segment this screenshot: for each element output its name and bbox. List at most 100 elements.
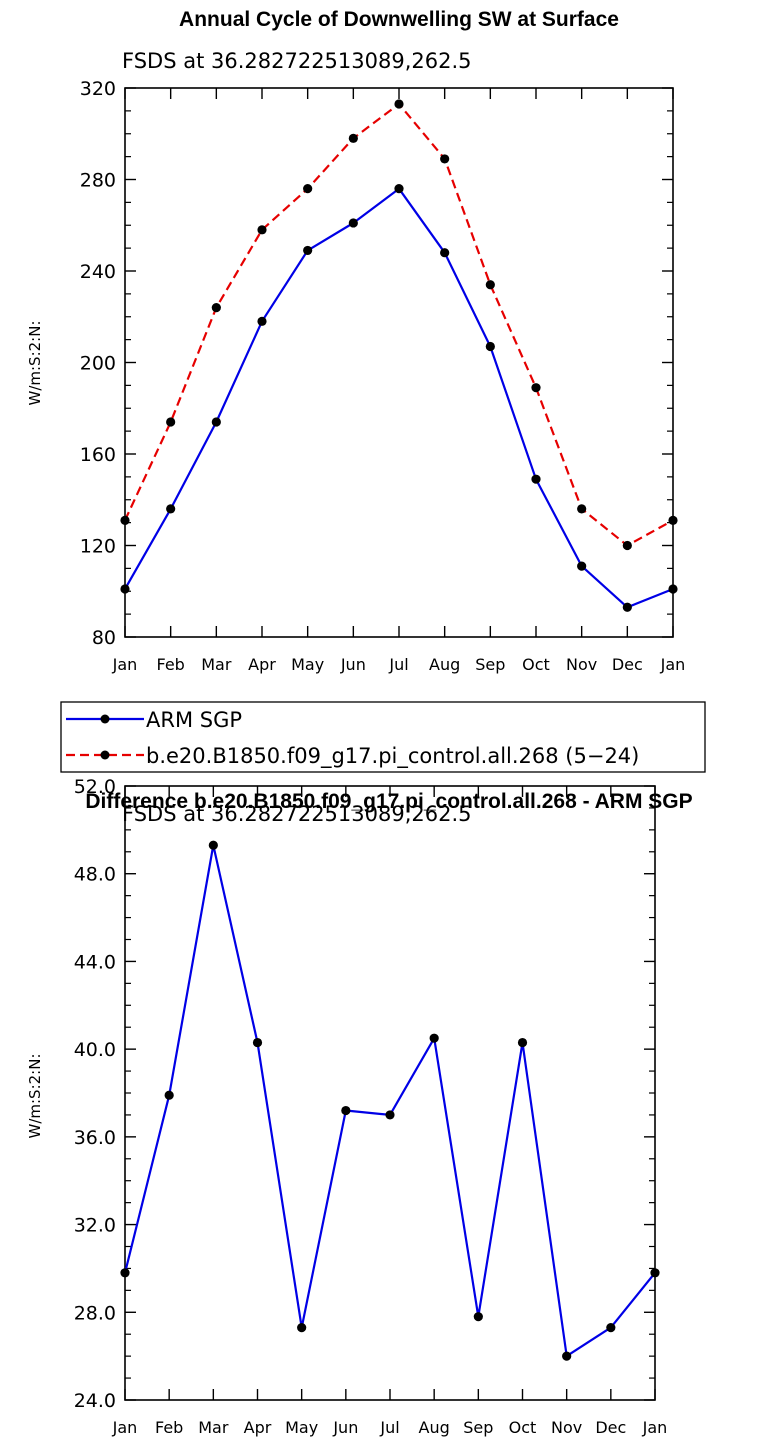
x-tick-label: Jun <box>340 655 366 674</box>
legend: ARM SGP b.e20.B1850.f09_g17.pi_control.a… <box>60 701 706 773</box>
x-tick-label: Jul <box>388 655 408 674</box>
data-point <box>485 341 495 352</box>
data-point <box>257 225 267 235</box>
y-tick-label: 28.0 <box>74 1302 116 1324</box>
y-tick-label: 40.0 <box>74 1039 116 1061</box>
data-point <box>394 99 404 109</box>
y-tick-label: 240 <box>80 261 116 283</box>
data-point <box>485 280 495 290</box>
data-point <box>166 417 176 427</box>
data-point <box>429 1033 439 1043</box>
y-tick-label: 120 <box>80 536 116 558</box>
data-point <box>622 602 632 612</box>
chart-title: Difference b.e20.B1850.f09_g17.pi_contro… <box>85 790 692 813</box>
x-tick-label: Jul <box>379 1418 399 1437</box>
data-point <box>668 584 678 594</box>
plot-frame <box>124 785 656 1401</box>
data-point <box>394 184 404 194</box>
data-point <box>440 154 450 164</box>
legend-box <box>60 701 706 773</box>
data-point <box>531 383 541 393</box>
x-tick-label: Oct <box>522 655 550 674</box>
x-tick-label: May <box>291 655 324 674</box>
data-point <box>622 540 632 551</box>
data-point <box>668 515 678 525</box>
x-tick-label: Jun <box>332 1418 358 1437</box>
legend-marker-arm-sgp <box>100 714 110 724</box>
x-tick-label: Apr <box>248 655 276 674</box>
x-tick-label: Jan <box>660 655 686 674</box>
data-point <box>257 316 267 326</box>
data-point <box>577 504 587 514</box>
series-line <box>123 844 656 1358</box>
data-point <box>211 417 221 427</box>
x-tick-label: Oct <box>509 1418 537 1437</box>
y-axis-label: W/m:S:2:N: <box>26 321 44 406</box>
y-tick-label: 24.0 <box>74 1390 116 1412</box>
data-point <box>577 561 587 571</box>
x-tick-label: Dec <box>595 1418 626 1437</box>
chart-title: Annual Cycle of Downwelling SW at Surfac… <box>179 8 619 31</box>
data-point <box>348 133 358 143</box>
data-point <box>208 840 218 850</box>
plot-frame <box>124 87 674 638</box>
chart-subtitle: FSDS at 36.282722513089,262.5 <box>122 802 472 826</box>
data-point <box>473 1312 483 1322</box>
data-point <box>303 184 313 194</box>
data-point <box>385 1110 395 1120</box>
y-tick-label: 44.0 <box>74 951 116 973</box>
legend-label-arm-sgp: ARM SGP <box>146 708 242 732</box>
data-point <box>517 1037 528 1048</box>
data-point <box>120 584 130 594</box>
data-point <box>120 515 130 525</box>
data-point <box>531 474 541 484</box>
y-tick-label: 48.0 <box>74 864 116 886</box>
data-point <box>606 1323 616 1333</box>
data-point <box>211 303 221 313</box>
x-tick-label: Jan <box>112 655 138 674</box>
x-tick-label: Sep <box>463 1418 493 1437</box>
y-tick-label: 280 <box>80 170 116 192</box>
y-tick-label: 52.0 <box>74 776 116 798</box>
data-point <box>650 1268 660 1278</box>
y-tick-label: 36.0 <box>74 1127 116 1149</box>
data-point <box>440 248 450 258</box>
data-point <box>562 1351 572 1361</box>
data-point <box>164 1090 174 1100</box>
difference-chart: Difference b.e20.B1850.f09_g17.pi_contro… <box>26 776 693 1437</box>
data-point <box>348 218 358 228</box>
annual-cycle-chart: Annual Cycle of Downwelling SW at Surfac… <box>26 8 685 674</box>
x-tick-label: Nov <box>551 1418 582 1437</box>
legend-marker-model <box>100 750 110 760</box>
series-line <box>124 102 674 547</box>
x-tick-label: Jan <box>112 1418 138 1437</box>
series-line <box>124 187 674 609</box>
chart-subtitle: FSDS at 36.282722513089,262.5 <box>122 49 472 73</box>
data-point <box>303 245 313 256</box>
y-tick-label: 32.0 <box>74 1215 116 1237</box>
y-tick-label: 160 <box>80 444 116 466</box>
x-tick-label: Jan <box>642 1418 668 1437</box>
x-tick-label: Dec <box>612 655 643 674</box>
x-tick-label: Apr <box>244 1418 272 1437</box>
data-point <box>166 504 176 514</box>
data-point <box>120 1268 130 1278</box>
x-tick-label: Aug <box>429 655 460 674</box>
x-tick-label: Feb <box>157 655 185 674</box>
x-tick-label: Aug <box>419 1418 450 1437</box>
data-point <box>297 1323 307 1333</box>
data-point <box>252 1037 263 1048</box>
y-tick-label: 80 <box>92 627 116 649</box>
legend-label-model: b.e20.B1850.f09_g17.pi_control.all.268 (… <box>146 744 639 769</box>
x-tick-label: Sep <box>475 655 505 674</box>
x-tick-label: May <box>285 1418 318 1437</box>
x-tick-label: Mar <box>198 1418 229 1437</box>
y-tick-label: 200 <box>80 353 116 375</box>
x-tick-label: Nov <box>566 655 597 674</box>
x-tick-label: Mar <box>201 655 232 674</box>
y-axis-label: W/m:S:2:N: <box>26 1054 44 1139</box>
data-point <box>341 1105 351 1116</box>
y-tick-label: 320 <box>80 78 116 100</box>
x-tick-label: Feb <box>155 1418 183 1437</box>
